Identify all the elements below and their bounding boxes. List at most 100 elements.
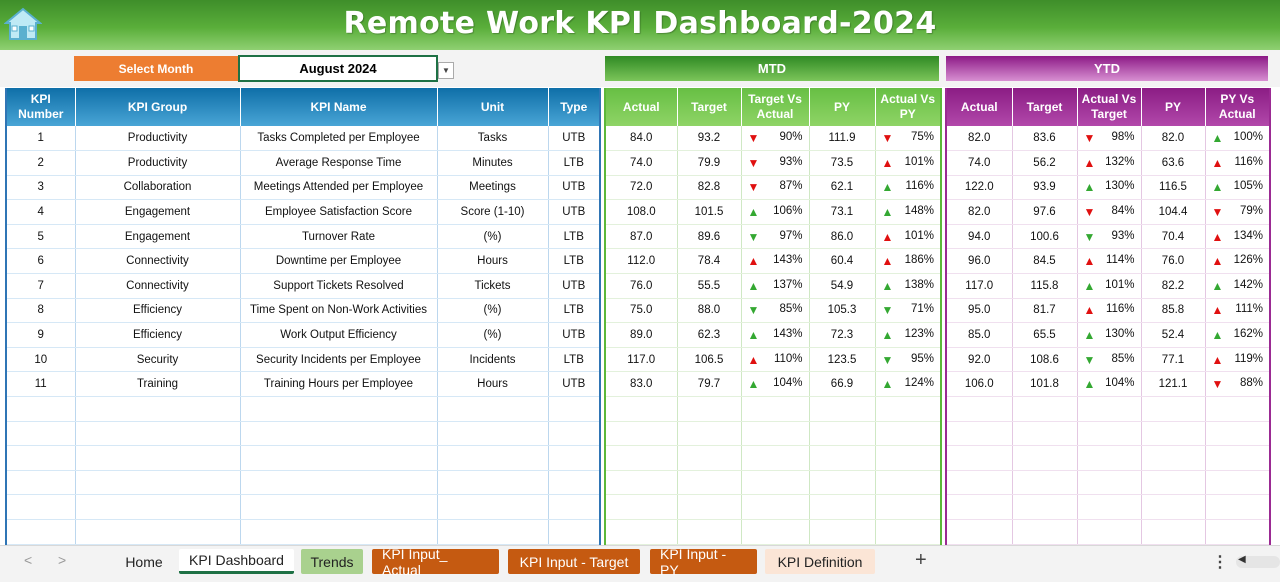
triangle-up-icon: ▲ <box>881 229 894 244</box>
empty-row <box>605 445 942 471</box>
mtd-actual-cell: 84.0 <box>605 126 678 152</box>
variance-value: 93% <box>1111 229 1135 242</box>
empty-row <box>6 494 601 520</box>
unit-cell: (%) <box>437 224 549 250</box>
chevron-down-icon[interactable]: ▼ <box>438 62 454 79</box>
empty-cell <box>75 519 241 545</box>
empty-cell <box>1141 494 1206 520</box>
variance-cell: ▲ 123% <box>875 322 942 348</box>
empty-cell <box>677 445 742 471</box>
add-sheet-button[interactable]: + <box>915 549 927 571</box>
tab-kpi-definition[interactable]: KPI Definition <box>765 549 875 574</box>
mtd-py-cell: 105.3 <box>809 298 876 324</box>
unit-cell: Hours <box>437 248 549 275</box>
empty-cell <box>1012 470 1078 496</box>
variance-cell: ▲ 162% <box>1205 322 1271 348</box>
ytd-py-cell: 104.4 <box>1141 199 1206 225</box>
variance-cell: ▲ 101% <box>1077 273 1142 299</box>
table-row: 92.0 108.6 ▼ 85% 77.1 ▲ 119% <box>946 347 1271 373</box>
variance-cell: ▲ 137% <box>741 273 810 299</box>
tab-kpi-input-target[interactable]: KPI Input - Target <box>508 549 640 574</box>
chevron-left-icon[interactable]: < <box>24 552 33 568</box>
empty-cell <box>6 494 76 520</box>
tab-kpi-input-py[interactable]: KPI Input - PY <box>650 546 757 578</box>
tab-home[interactable]: Home <box>125 553 163 570</box>
ytd-target-cell: 81.7 <box>1012 298 1078 324</box>
more-options-icon[interactable]: ⋮ <box>1212 554 1228 571</box>
empty-row <box>605 470 942 496</box>
mtd-actual-header: Actual <box>605 88 678 126</box>
ytd-target-cell: 84.5 <box>1012 248 1078 275</box>
unit-cell: Tickets <box>437 273 549 299</box>
empty-row <box>946 494 1271 520</box>
ytd-actual-vs-target-header: Actual Vs Target <box>1077 88 1142 126</box>
variance-value: 75% <box>910 131 934 144</box>
variance-cell: ▼ 93% <box>1077 224 1142 250</box>
empty-cell <box>1012 519 1078 545</box>
triangle-up-icon: ▲ <box>1083 180 1096 195</box>
type-cell: UTB <box>548 199 601 225</box>
tab-kpi-dashboard[interactable]: KPI Dashboard <box>179 549 294 574</box>
ytd-actual-cell: 92.0 <box>946 347 1013 373</box>
home-icon[interactable] <box>3 6 43 42</box>
ytd-actual-cell: 96.0 <box>946 248 1013 275</box>
variance-value: 104% <box>773 377 803 390</box>
variance-cell: ▼ 71% <box>875 298 942 324</box>
empty-cell <box>1141 396 1206 422</box>
triangle-up-icon: ▲ <box>881 180 894 195</box>
kpi-number-cell: 10 <box>6 347 76 373</box>
mtd-target-cell: 62.3 <box>677 322 742 348</box>
variance-value: 186% <box>904 254 934 267</box>
kpi-number-cell: 3 <box>6 175 76 201</box>
ytd-target-header: Target <box>1012 88 1078 126</box>
chevron-right-icon[interactable]: > <box>58 552 67 568</box>
variance-value: 95% <box>910 352 934 365</box>
empty-cell <box>1205 470 1271 496</box>
ytd-actual-cell: 117.0 <box>946 273 1013 299</box>
table-row: 72.0 82.8 ▼ 87% 62.1 ▲ 116% <box>605 175 942 201</box>
tab-trends[interactable]: Trends <box>301 549 363 574</box>
triangle-down-icon: ▼ <box>1211 205 1224 220</box>
tab-kpi-input-actual[interactable]: KPI Input_ Actual <box>372 546 499 578</box>
empty-cell <box>548 470 601 496</box>
type-cell: UTB <box>548 175 601 201</box>
empty-cell <box>741 421 810 447</box>
mtd-actual-cell: 83.0 <box>605 371 678 398</box>
empty-cell <box>946 421 1013 447</box>
type-cell: LTB <box>548 298 601 324</box>
empty-row <box>605 421 942 447</box>
empty-cell <box>677 494 742 520</box>
variance-value: 105% <box>1233 180 1263 193</box>
unit-cell: Incidents <box>437 347 549 373</box>
variance-cell: ▼ 87% <box>741 175 810 201</box>
variance-cell: ▲ 130% <box>1077 322 1142 348</box>
month-select[interactable]: August 2024 <box>238 55 438 82</box>
ytd-py-vs-actual-header: PY Vs Actual <box>1205 88 1271 126</box>
empty-cell <box>548 445 601 471</box>
empty-cell <box>6 396 76 422</box>
table-row: 112.0 78.4 ▲ 143% 60.4 ▲ 186% <box>605 248 942 275</box>
variance-cell: ▲ 148% <box>875 199 942 225</box>
ytd-header-row: Actual Target Actual Vs Target PY PY Vs … <box>946 88 1271 126</box>
empty-cell <box>605 470 678 496</box>
variance-value: 130% <box>1105 328 1135 341</box>
mtd-target-header: Target <box>677 88 742 126</box>
ytd-actual-cell: 95.0 <box>946 298 1013 324</box>
unit-cell: Tasks <box>437 126 549 152</box>
triangle-up-icon: ▲ <box>1211 229 1224 244</box>
empty-row <box>6 445 601 471</box>
kpi-number-cell: 7 <box>6 273 76 299</box>
empty-cell <box>809 519 876 545</box>
empty-cell <box>605 494 678 520</box>
horizontal-scrollbar[interactable] <box>1236 556 1280 568</box>
triangle-up-icon: ▲ <box>747 254 760 269</box>
scroll-left-icon[interactable]: ◀ <box>1238 554 1246 565</box>
variance-cell: ▼ 85% <box>1077 347 1142 373</box>
mtd-target-cell: 78.4 <box>677 248 742 275</box>
type-cell: UTB <box>548 322 601 348</box>
empty-row <box>946 445 1271 471</box>
mtd-target-cell: 55.5 <box>677 273 742 299</box>
mtd-py-cell: 72.3 <box>809 322 876 348</box>
variance-value: 162% <box>1233 328 1263 341</box>
ytd-target-cell: 100.6 <box>1012 224 1078 250</box>
